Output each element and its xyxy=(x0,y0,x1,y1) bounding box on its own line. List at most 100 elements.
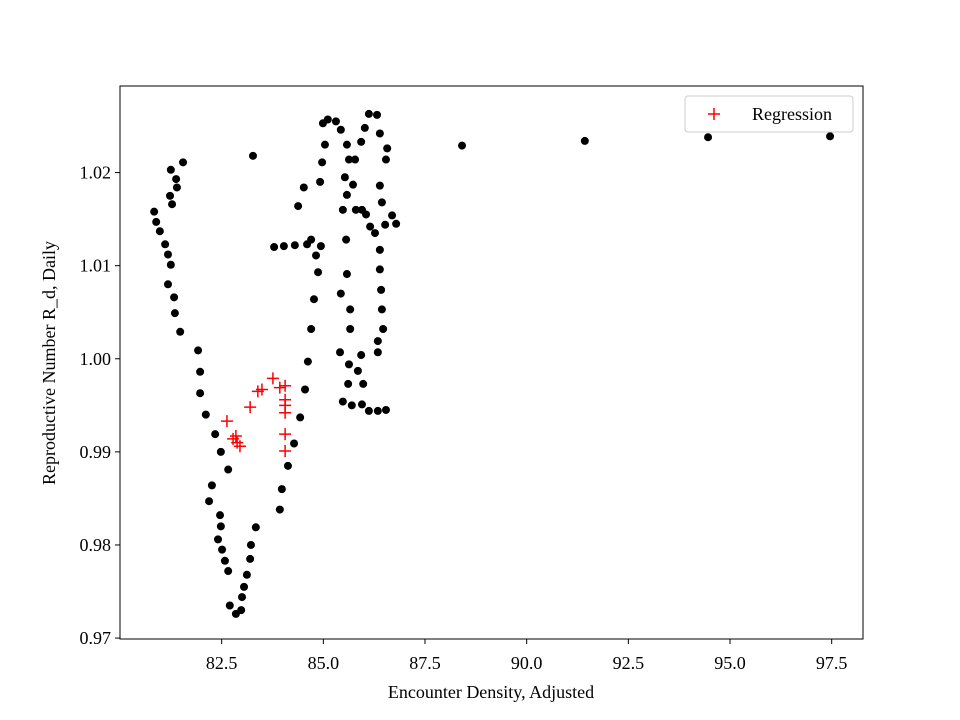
point xyxy=(340,173,349,182)
point xyxy=(303,357,312,366)
point xyxy=(379,324,388,333)
point xyxy=(377,305,386,314)
point xyxy=(216,447,225,456)
point xyxy=(218,545,227,554)
point xyxy=(366,222,375,231)
point xyxy=(172,175,181,184)
point xyxy=(373,406,382,415)
point xyxy=(316,177,325,186)
point xyxy=(290,241,299,250)
point xyxy=(377,285,386,294)
point xyxy=(207,481,216,490)
point xyxy=(163,280,172,289)
point xyxy=(336,289,345,298)
point xyxy=(277,485,286,494)
point xyxy=(353,366,362,375)
point xyxy=(307,324,316,333)
point xyxy=(359,379,368,388)
point xyxy=(166,191,175,200)
point xyxy=(214,535,223,544)
point xyxy=(347,401,356,410)
point xyxy=(240,582,249,591)
point xyxy=(318,158,327,167)
point xyxy=(196,389,205,398)
point xyxy=(150,207,159,216)
point xyxy=(170,309,179,318)
point xyxy=(279,379,292,392)
point xyxy=(373,337,382,346)
point xyxy=(201,410,210,419)
point xyxy=(172,183,181,192)
y-tick-label: 1.00 xyxy=(80,349,112,369)
point xyxy=(349,180,358,189)
point xyxy=(152,217,161,226)
point xyxy=(224,567,233,576)
point xyxy=(238,593,247,602)
point xyxy=(373,348,382,357)
point xyxy=(316,242,325,251)
x-tick-label: 85.0 xyxy=(308,653,340,673)
point xyxy=(179,158,188,167)
point xyxy=(458,141,467,150)
point xyxy=(242,570,251,579)
x-tick-label: 90.0 xyxy=(511,653,543,673)
point xyxy=(283,461,292,470)
x-tick-label: 97.5 xyxy=(816,653,848,673)
point xyxy=(168,200,177,209)
point xyxy=(220,556,229,565)
plot-frame xyxy=(119,85,864,640)
point xyxy=(299,183,308,192)
point xyxy=(233,440,246,453)
point xyxy=(344,155,353,164)
point xyxy=(342,140,351,149)
point xyxy=(166,165,175,174)
point xyxy=(205,497,214,506)
point xyxy=(364,109,373,118)
point xyxy=(346,324,355,333)
point xyxy=(344,360,353,369)
point xyxy=(338,397,347,406)
point xyxy=(255,383,268,396)
x-tick-label: 95.0 xyxy=(714,653,746,673)
point xyxy=(166,260,175,269)
point xyxy=(377,198,386,207)
point xyxy=(170,293,179,302)
point xyxy=(224,465,233,474)
point xyxy=(331,117,340,126)
point xyxy=(344,379,353,388)
point xyxy=(309,295,318,304)
point xyxy=(314,268,323,277)
point xyxy=(216,511,225,520)
point xyxy=(362,210,371,219)
legend-label: Regression xyxy=(752,104,832,124)
point xyxy=(375,129,384,138)
point xyxy=(392,219,401,228)
point xyxy=(375,245,384,254)
point xyxy=(351,155,360,164)
y-tick-label: 0.97 xyxy=(80,628,112,648)
x-axis-label: Encounter Density, Adjusted xyxy=(388,682,594,702)
point xyxy=(273,381,286,394)
point xyxy=(244,401,257,414)
point xyxy=(336,348,345,357)
y-tick-label: 0.99 xyxy=(80,442,112,462)
y-axis-label: Reproductive Number R_d, Daily xyxy=(39,241,59,485)
point xyxy=(216,522,225,531)
point xyxy=(364,406,373,415)
point xyxy=(351,205,360,214)
point xyxy=(275,505,284,514)
point xyxy=(826,132,835,141)
x-tick-label: 82.5 xyxy=(206,653,238,673)
point xyxy=(229,430,242,443)
point xyxy=(246,540,255,549)
point xyxy=(237,606,246,615)
y-tick-label: 1.02 xyxy=(80,163,112,183)
point xyxy=(246,554,255,563)
point xyxy=(196,367,205,376)
point xyxy=(342,190,351,199)
point xyxy=(357,137,366,146)
point xyxy=(161,240,170,249)
point xyxy=(323,115,332,124)
